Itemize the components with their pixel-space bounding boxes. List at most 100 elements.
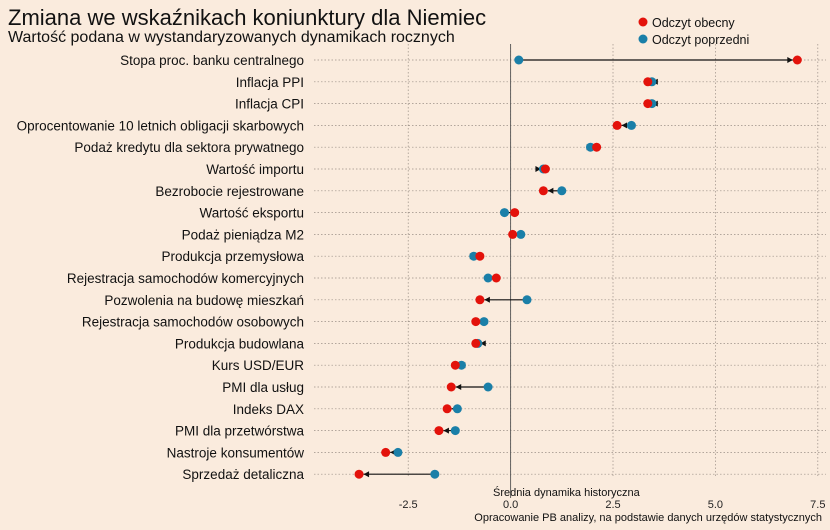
current-value-dot [792, 55, 802, 65]
legend-label-previous: Odczyt poprzedni [652, 33, 749, 47]
category-label: PMI dla przetwórstwa [175, 424, 305, 439]
row: Rejestracja samochodów osobowych [82, 315, 489, 330]
row: PMI dla usług [222, 380, 493, 395]
current-value-dot [471, 338, 481, 348]
x-axis: -2.5 0.0 2.5 5.0 7.5 [399, 499, 826, 511]
category-label: Rejestracja samochodów komercyjnych [67, 271, 304, 286]
previous-value-dot [393, 447, 403, 457]
previous-value-dot [516, 229, 526, 239]
category-label: Rejestracja samochodów osobowych [82, 315, 304, 330]
category-label: Produkcja przemysłowa [161, 249, 304, 264]
previous-value-dot [626, 120, 636, 130]
row: Bezrobocie rejestrowane [155, 184, 567, 199]
row: Indeks DAX [233, 402, 462, 417]
change-arrowhead [621, 122, 628, 129]
change-arrowhead [455, 384, 462, 390]
row: Kurs USD/EUR [212, 358, 466, 373]
category-label: Bezrobocie rejestrowane [155, 184, 304, 199]
category-label: Inflacja PPI [236, 75, 304, 90]
previous-value-dot [452, 404, 462, 414]
change-arrowhead [443, 427, 449, 434]
row: Produkcja przemysłowa [161, 249, 485, 264]
current-value-dot [510, 208, 520, 218]
change-arrowhead [787, 57, 793, 63]
category-label: Indeks DAX [233, 402, 304, 417]
zero-line-label: Średnia dynamika historyczna [493, 486, 641, 499]
current-value-dot [508, 229, 518, 239]
current-value-dot [442, 404, 452, 414]
current-value-dot [538, 186, 548, 196]
current-value-dot [475, 251, 485, 261]
category-label: Podaż pieniądza M2 [182, 227, 304, 242]
x-tick-label: 2.5 [605, 499, 620, 511]
current-value-dot [434, 426, 444, 436]
row: Pozwolenia na budowę mieszkań [104, 293, 532, 308]
previous-value-dot [450, 426, 460, 436]
category-label: Pozwolenia na budowę mieszkań [104, 293, 304, 308]
row: Wartość importu [206, 162, 550, 177]
chart-subtitle: Wartość podana w wystandaryzowanych dyna… [8, 29, 455, 46]
change-arrowhead [484, 296, 490, 303]
category-label: Wartość eksportu [199, 206, 304, 221]
previous-value-dot [483, 273, 493, 283]
category-label: Wartość importu [206, 162, 304, 177]
row: Podaż kredytu dla sektora prywatnego [74, 140, 602, 155]
change-arrowhead [547, 187, 554, 194]
rows: Stopa proc. banku centralnego Inflacja PP… [17, 53, 802, 482]
change-arrowhead [363, 471, 370, 478]
previous-value-dot [557, 186, 567, 196]
legend-marker-previous [638, 34, 648, 44]
previous-value-dot [483, 382, 493, 392]
current-value-dot [540, 164, 550, 174]
row: Stopa proc. banku centralnego [120, 53, 802, 68]
row: Nastroje konsumentów [167, 445, 403, 460]
previous-value-dot [499, 208, 509, 218]
row: Rejestracja samochodów komercyjnych [67, 271, 501, 286]
current-value-dot [612, 120, 622, 130]
previous-value-dot [430, 469, 440, 479]
current-value-dot [381, 447, 391, 457]
category-label: PMI dla usług [222, 380, 304, 395]
row: Inflacja PPI [236, 75, 658, 90]
row: Produkcja budowlana [175, 336, 486, 351]
current-value-dot [475, 295, 485, 305]
category-label: Podaż kredytu dla sektora prywatnego [74, 140, 304, 155]
current-value-dot [446, 382, 456, 392]
grid [314, 44, 826, 498]
current-value-dot [471, 317, 481, 327]
previous-value-dot [479, 317, 489, 327]
chart-title: Zmiana we wskaźnikach koniunktury dla Ni… [8, 5, 486, 30]
x-tick-label: -2.5 [399, 499, 418, 511]
current-value-dot [491, 273, 501, 283]
current-value-dot [354, 469, 364, 479]
row: Inflacja CPI [235, 97, 658, 112]
category-label: Sprzedaż detaliczna [182, 467, 304, 482]
change-arrowhead [535, 166, 541, 172]
current-value-dot [643, 99, 653, 109]
category-label: Kurs USD/EUR [212, 358, 305, 373]
category-label: Produkcja budowlana [175, 336, 305, 351]
row: Oprocentowanie 10 letnich obligacji skar… [17, 118, 636, 133]
current-value-dot [643, 77, 653, 87]
change-arrowhead [480, 340, 486, 347]
source-note: Opracowanie PB analizy, na podstawie dan… [474, 512, 822, 524]
legend: Odczyt obecny Odczyt poprzedni [638, 16, 749, 47]
current-value-dot [592, 142, 602, 152]
legend-marker-current [638, 17, 648, 27]
row: Wartość eksportu [199, 206, 520, 221]
category-label: Oprocentowanie 10 letnich obligacji skar… [17, 118, 304, 133]
current-value-dot [450, 360, 460, 370]
x-tick-label: 7.5 [810, 499, 825, 511]
row: Podaż pieniądza M2 [182, 227, 526, 242]
category-label: Inflacja CPI [235, 97, 304, 112]
category-label: Stopa proc. banku centralnego [120, 53, 304, 68]
row: PMI dla przetwórstwa [175, 424, 460, 439]
previous-value-dot [514, 55, 524, 65]
legend-label-current: Odczyt obecny [652, 16, 735, 30]
x-tick-label: 5.0 [708, 499, 723, 511]
category-label: Nastroje konsumentów [167, 445, 305, 460]
row: Sprzedaż detaliczna [182, 467, 440, 482]
previous-value-dot [522, 295, 532, 305]
x-tick-label: 0.0 [503, 499, 518, 511]
